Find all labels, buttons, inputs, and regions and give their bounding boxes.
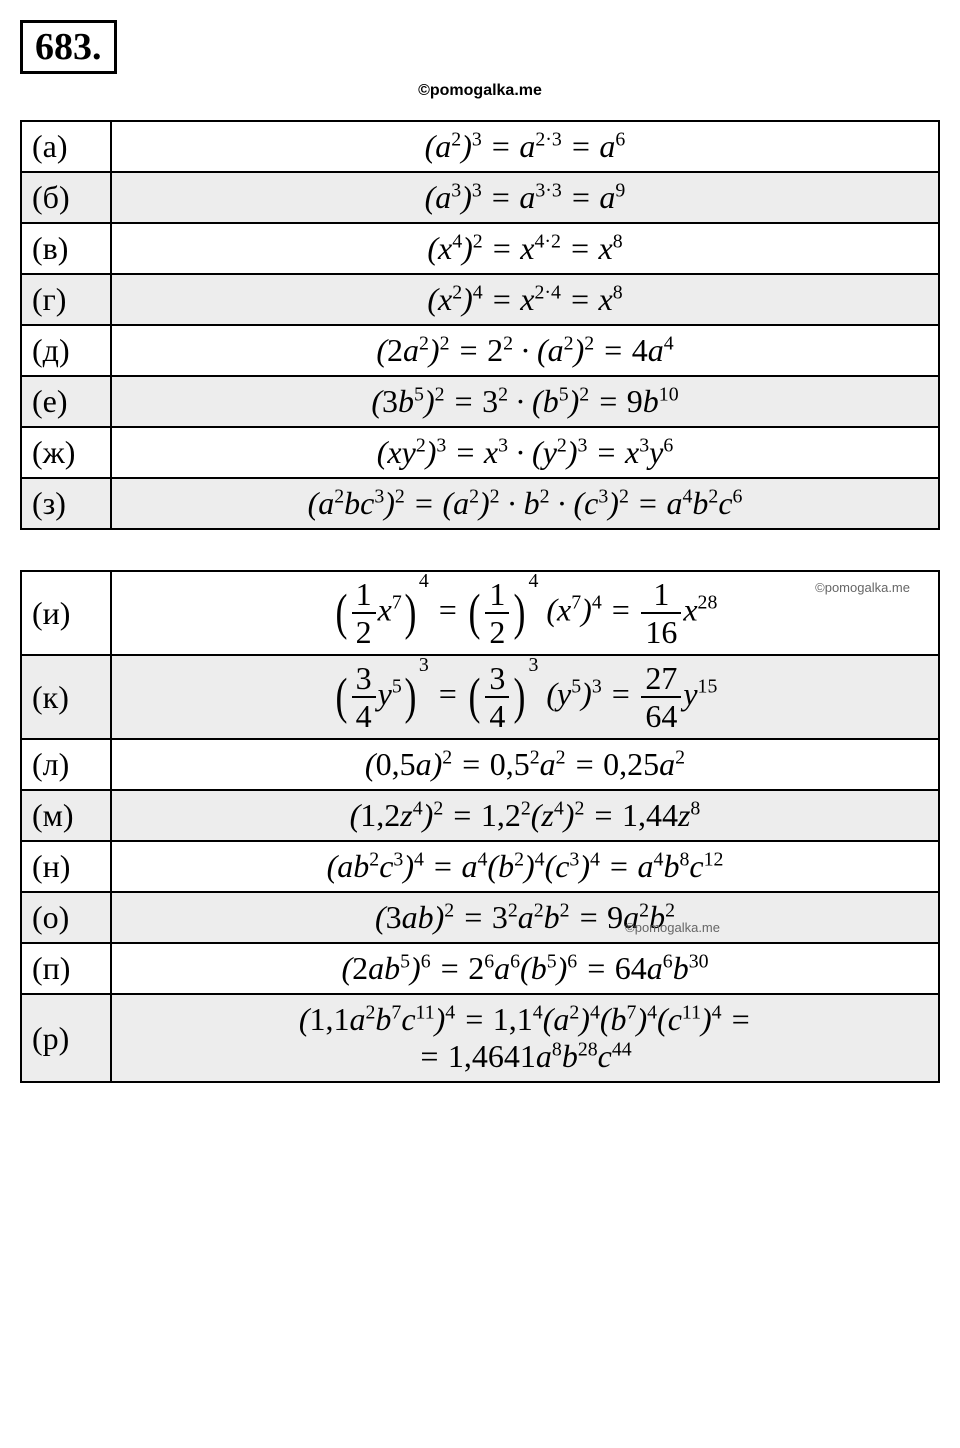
row-label: (р) — [21, 994, 111, 1082]
watermark-top: ©pomogalka.me — [20, 82, 940, 100]
row-expression: (ab2c3)4 = a4(b2)4(c3)4 = a4b8c12 — [111, 841, 939, 892]
row-expression: (1,1a2b7c11)4 = 1,14(a2)4(b7)4(c11)4 == … — [111, 994, 939, 1082]
row-label: (е) — [21, 376, 111, 427]
table-row: (б)(a3)3 = a3·3 = a9 — [21, 172, 939, 223]
row-expression: (xy2)3 = x3 · (y2)3 = x3y6 — [111, 427, 939, 478]
solutions-table-1: (а)(a2)3 = a2·3 = a6(б)(a3)3 = a3·3 = a9… — [20, 120, 940, 530]
row-label: (ж) — [21, 427, 111, 478]
row-expression: (a2)3 = a2·3 = a6 — [111, 121, 939, 172]
row-label: (н) — [21, 841, 111, 892]
row-expression: (x4)2 = x4·2 = x8 — [111, 223, 939, 274]
row-expression: (0,5a)2 = 0,52a2 = 0,25a2 — [111, 739, 939, 790]
row-label: (в) — [21, 223, 111, 274]
row-expression: (3ab)2 = 32a2b2 = 9a2b2 — [111, 892, 939, 943]
table-row: (з)(a2bc3)2 = (a2)2 · b2 · (c3)2 = a4b2c… — [21, 478, 939, 529]
row-expression: (2ab5)6 = 26a6(b5)6 = 64a6b30 — [111, 943, 939, 994]
problem-number: 683. — [20, 20, 117, 74]
problem-header: 683. — [20, 20, 940, 74]
row-label: (м) — [21, 790, 111, 841]
row-label: (к) — [21, 655, 111, 739]
table-row: (н)(ab2c3)4 = a4(b2)4(c3)4 = a4b8c12 — [21, 841, 939, 892]
watermark-bottom: ©pomogalka.me — [625, 920, 720, 935]
table-row: (а)(a2)3 = a2·3 = a6 — [21, 121, 939, 172]
row-label: (л) — [21, 739, 111, 790]
row-expression: (1,2z4)2 = 1,22(z4)2 = 1,44z8 — [111, 790, 939, 841]
solutions-table-2: (и)(12x7)4 = (12)4 (x7)4 = 116x28(к)(34y… — [20, 570, 940, 1083]
row-label: (з) — [21, 478, 111, 529]
row-label: (и) — [21, 571, 111, 655]
row-expression: (a2bc3)2 = (a2)2 · b2 · (c3)2 = a4b2c6 — [111, 478, 939, 529]
row-label: (д) — [21, 325, 111, 376]
table-row: (и)(12x7)4 = (12)4 (x7)4 = 116x28 — [21, 571, 939, 655]
row-label: (г) — [21, 274, 111, 325]
row-label: (п) — [21, 943, 111, 994]
table-row: (г)(x2)4 = x2·4 = x8 — [21, 274, 939, 325]
row-label: (б) — [21, 172, 111, 223]
table-row: (в)(x4)2 = x4·2 = x8 — [21, 223, 939, 274]
table-row: (д)(2a2)2 = 22 · (a2)2 = 4a4 — [21, 325, 939, 376]
row-expression: (3b5)2 = 32 · (b5)2 = 9b10 — [111, 376, 939, 427]
table-row: (р)(1,1a2b7c11)4 = 1,14(a2)4(b7)4(c11)4 … — [21, 994, 939, 1082]
table-row: (л)(0,5a)2 = 0,52a2 = 0,25a2 — [21, 739, 939, 790]
table-row: (е)(3b5)2 = 32 · (b5)2 = 9b10 — [21, 376, 939, 427]
table-row: (п)(2ab5)6 = 26a6(b5)6 = 64a6b30 — [21, 943, 939, 994]
table-row: (м)(1,2z4)2 = 1,22(z4)2 = 1,44z8 — [21, 790, 939, 841]
row-expression: (34y5)3 = (34)3 (y5)3 = 2764y15 — [111, 655, 939, 739]
row-label: (а) — [21, 121, 111, 172]
row-label: (о) — [21, 892, 111, 943]
table-row: (о)(3ab)2 = 32a2b2 = 9a2b2 — [21, 892, 939, 943]
table-row: (ж)(xy2)3 = x3 · (y2)3 = x3y6 — [21, 427, 939, 478]
row-expression: (a3)3 = a3·3 = a9 — [111, 172, 939, 223]
row-expression: (12x7)4 = (12)4 (x7)4 = 116x28 — [111, 571, 939, 655]
row-expression: (2a2)2 = 22 · (a2)2 = 4a4 — [111, 325, 939, 376]
row-expression: (x2)4 = x2·4 = x8 — [111, 274, 939, 325]
table-row: (к)(34y5)3 = (34)3 (y5)3 = 2764y15 — [21, 655, 939, 739]
